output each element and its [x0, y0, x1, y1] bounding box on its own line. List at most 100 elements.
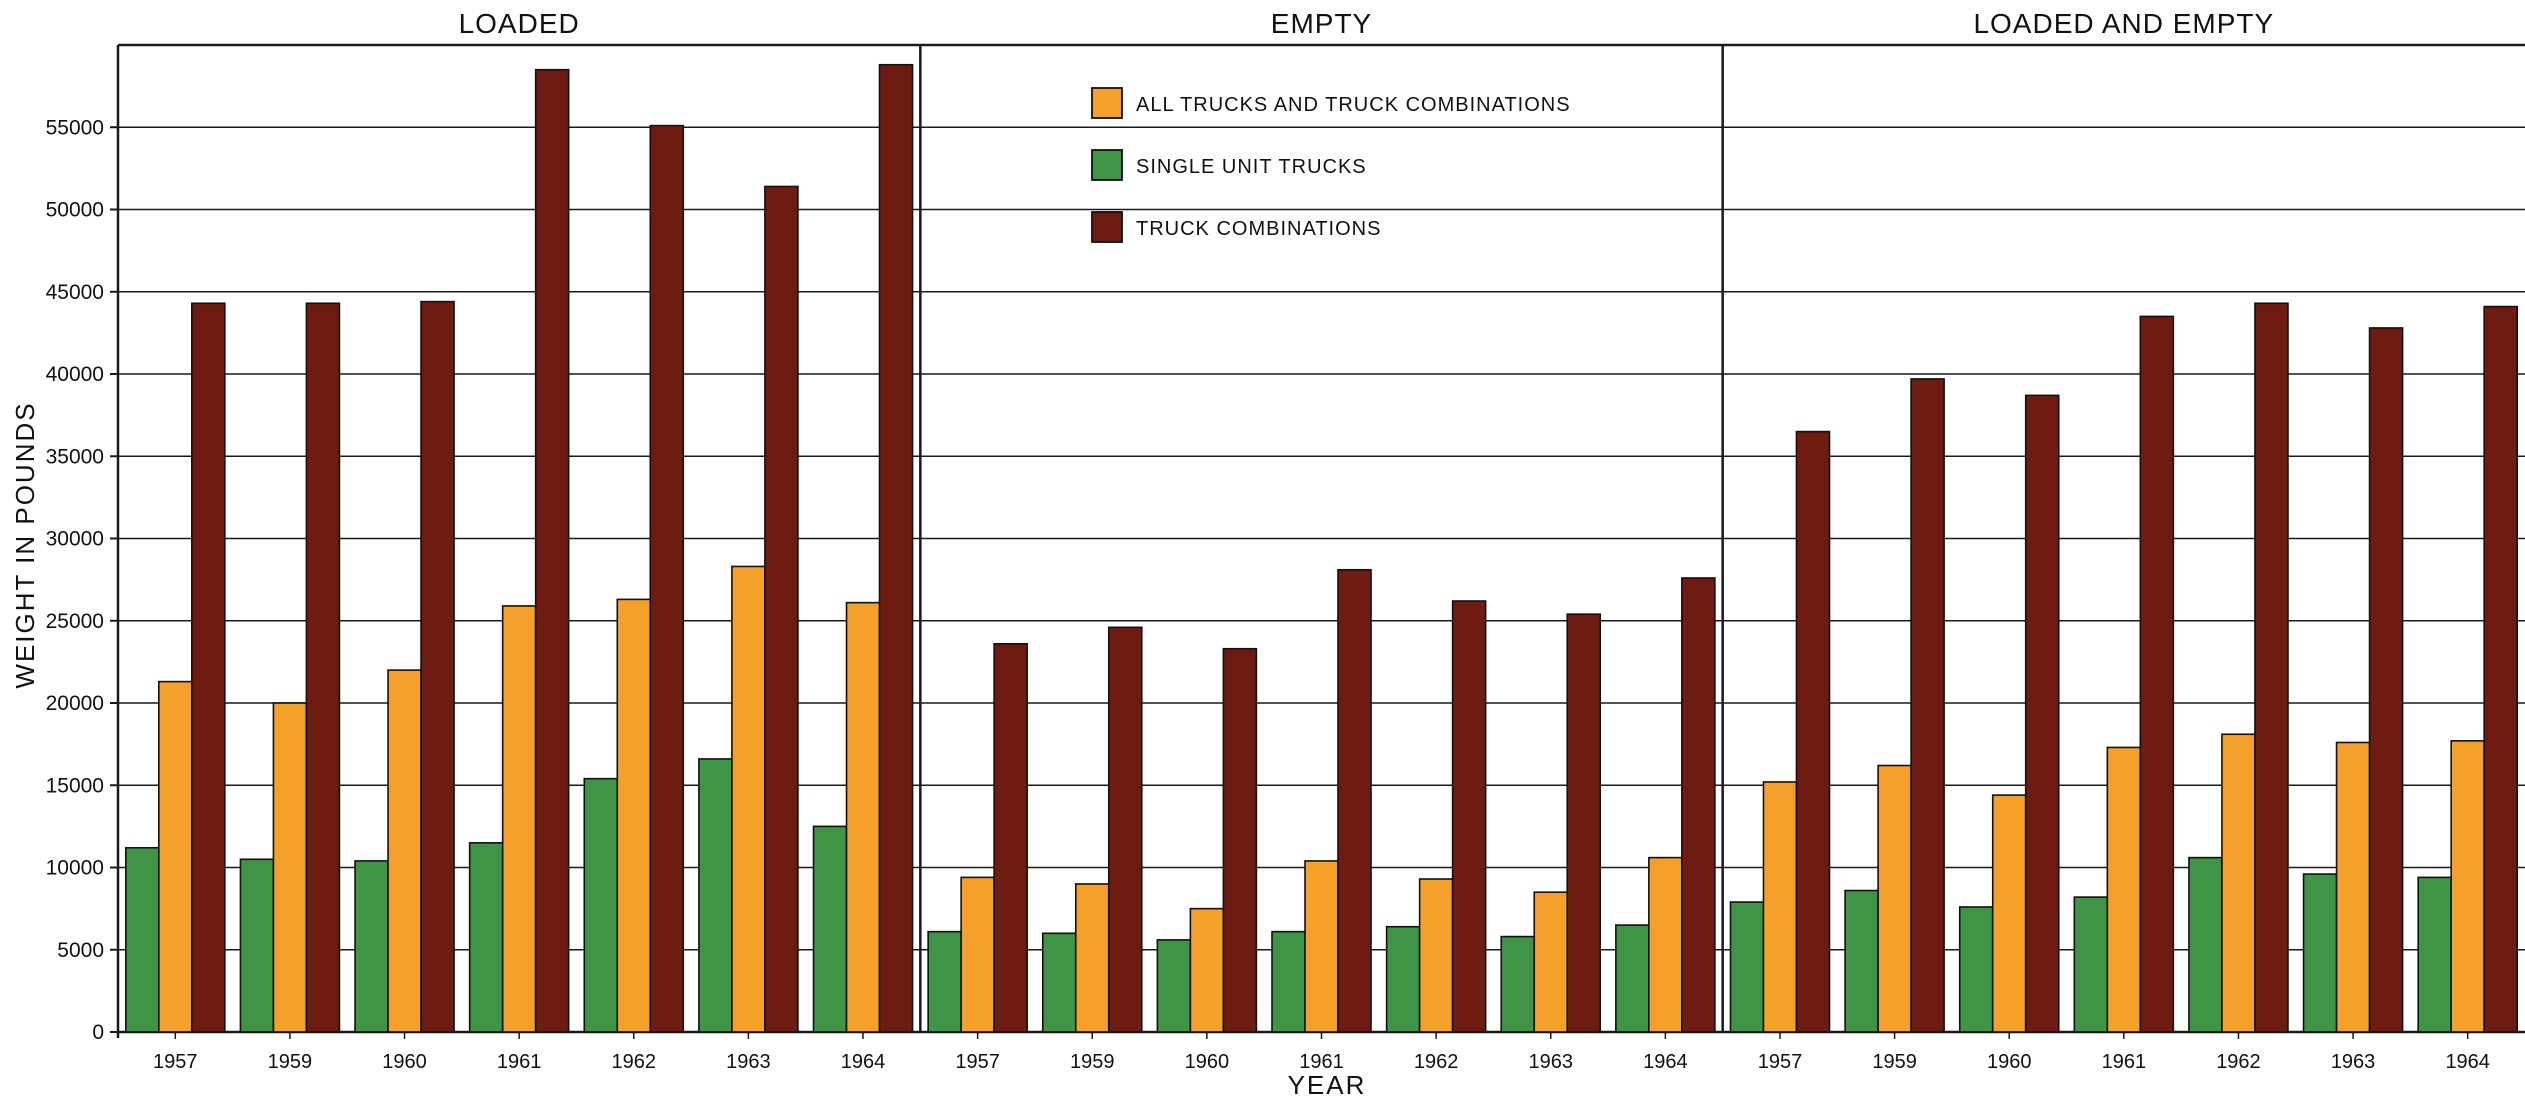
- bar: [1189, 907, 1225, 1033]
- x-tick-label: 1961: [1299, 1051, 1344, 1073]
- bar: [1729, 901, 1765, 1033]
- x-tick-label: 1957: [153, 1051, 198, 1073]
- bar: [158, 680, 193, 1033]
- y-tick-label: 20000: [46, 692, 104, 715]
- bar: [2450, 740, 2485, 1033]
- legend-swatch: [1091, 149, 1123, 181]
- x-tick-label: 1960: [1185, 1051, 1230, 1073]
- bar: [239, 858, 275, 1033]
- x-tick-label: 1960: [382, 1051, 427, 1073]
- x-tick-label: 1963: [2331, 1051, 2376, 1073]
- bar: [2073, 896, 2109, 1033]
- y-tick-label: 25000: [46, 610, 104, 633]
- bar: [2139, 315, 2175, 1033]
- x-tick-label: 1963: [726, 1051, 771, 1073]
- bar: [764, 185, 799, 1033]
- panel-title: LOADED: [459, 8, 580, 39]
- x-tick-label: 1961: [497, 1051, 542, 1073]
- label-layer: WEIGHT IN POUNDS YEAR 0 5000 10000 15000 200…: [10, 8, 2490, 1100]
- bar: [1107, 626, 1143, 1033]
- x-tick-label: 1957: [955, 1051, 1000, 1073]
- y-tick-label: 0: [92, 1021, 104, 1044]
- bar: [698, 758, 733, 1033]
- bar: [2106, 746, 2142, 1033]
- bar: [2302, 873, 2338, 1033]
- bar: [1304, 860, 1339, 1033]
- bar: [1648, 856, 1683, 1033]
- bar: [534, 68, 570, 1033]
- x-tick-label: 1959: [268, 1051, 313, 1073]
- x-tick-label: 1964: [1643, 1051, 1688, 1073]
- x-tick-label: 1959: [1872, 1051, 1917, 1073]
- bar: [2335, 741, 2371, 1033]
- bar: [2188, 856, 2223, 1033]
- bar: [1418, 878, 1454, 1033]
- x-tick-label: 1962: [2216, 1051, 2261, 1073]
- bar: [2221, 733, 2256, 1033]
- bar: [1681, 577, 1716, 1033]
- y-tick-label: 30000: [46, 528, 104, 551]
- bar: [845, 601, 881, 1033]
- x-axis-label: YEAR: [1288, 1070, 1367, 1100]
- bar: [387, 669, 422, 1033]
- bar: [1074, 883, 1110, 1033]
- x-tick-label: 1963: [1528, 1051, 1573, 1073]
- legend-label: SINGLE UNIT TRUCKS: [1136, 156, 1367, 178]
- bar: [878, 63, 914, 1033]
- bar: [272, 702, 308, 1033]
- y-tick-label: 5000: [57, 939, 104, 962]
- bar: [420, 300, 455, 1033]
- panel-title: EMPTY: [1271, 8, 1372, 39]
- y-tick-label: 45000: [46, 281, 104, 304]
- bar: [501, 605, 537, 1033]
- bar: [583, 777, 619, 1033]
- bar: [1615, 924, 1650, 1033]
- x-tick-label: 1964: [841, 1051, 886, 1073]
- bar: [1337, 568, 1372, 1033]
- bar: [1910, 378, 1945, 1033]
- bar: [354, 860, 389, 1033]
- legend: ALL TRUCKS AND TRUCK COMBINATIONS SINGLE …: [1091, 87, 1571, 243]
- bar: [927, 930, 962, 1033]
- panel-title: LOADED AND EMPTY: [1973, 8, 2274, 39]
- y-tick-label: 50000: [46, 199, 104, 222]
- bar-layer: [125, 63, 2518, 1033]
- y-axis-label: WEIGHT IN POUNDS: [10, 401, 40, 688]
- bar: [2024, 394, 2060, 1033]
- legend-label: ALL TRUCKS AND TRUCK COMBINATIONS: [1136, 94, 1571, 116]
- bar: [1991, 794, 2027, 1033]
- legend-swatch: [1091, 87, 1123, 119]
- bar: [1762, 781, 1798, 1033]
- bar: [960, 876, 995, 1033]
- legend-label: TRUCK COMBINATIONS: [1136, 218, 1381, 240]
- y-tick-label: 15000: [46, 774, 104, 797]
- bar: [2417, 876, 2452, 1033]
- bar: [1385, 925, 1421, 1033]
- bar: [812, 825, 848, 1033]
- y-tick-label: 10000: [46, 857, 104, 880]
- y-tick-label: 35000: [46, 445, 104, 468]
- x-tick-label: 1962: [1414, 1051, 1459, 1073]
- x-tick-label: 1964: [2445, 1051, 2490, 1073]
- bar: [2483, 305, 2518, 1033]
- bar: [2368, 327, 2404, 1033]
- x-tick-label: 1961: [2102, 1051, 2147, 1073]
- frame-layer: [116, 43, 2525, 1039]
- x-tick-label: 1959: [1070, 1051, 1115, 1073]
- bar: [616, 598, 652, 1033]
- x-tick-label: 1960: [1987, 1051, 2032, 1073]
- bar: [191, 302, 226, 1033]
- bar: [1041, 932, 1077, 1033]
- bar: [468, 842, 504, 1033]
- bar: [1877, 764, 1912, 1033]
- bar: [1844, 889, 1879, 1033]
- bar: [993, 642, 1028, 1033]
- bar: [1958, 906, 1994, 1033]
- legend-swatch: [1091, 211, 1123, 243]
- y-tick-label: 40000: [46, 363, 104, 386]
- bar: [1566, 613, 1602, 1033]
- y-tick-label: 55000: [46, 116, 104, 139]
- bar: [1222, 647, 1258, 1033]
